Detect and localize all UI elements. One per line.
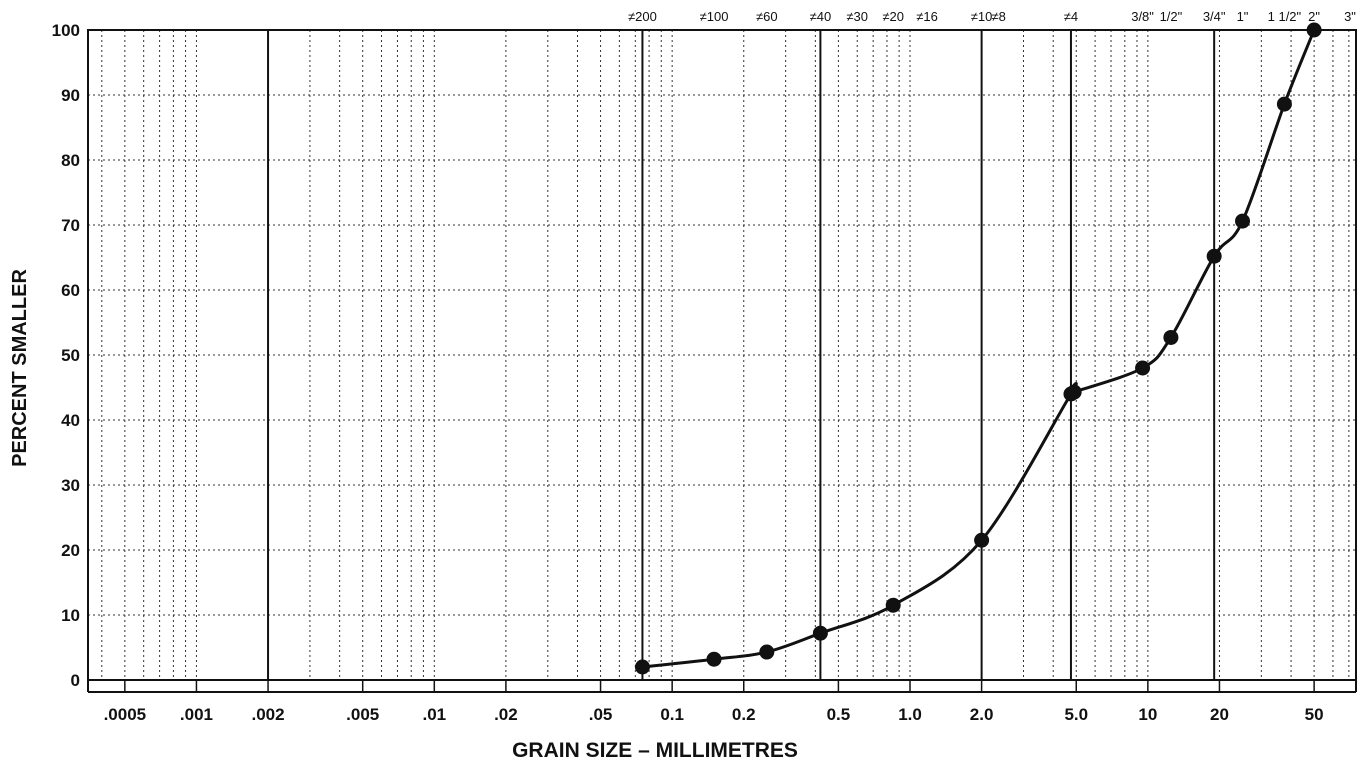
x-tick-label: 1.0 — [898, 705, 922, 724]
data-point — [1163, 329, 1179, 345]
sieve-label: 3/4" — [1203, 9, 1226, 24]
sieve-labels: ≠200 ≠100 ≠60 ≠40 ≠30 ≠20 ≠16 ≠10 ≠8 ≠4 3/8" 1/2" 3/… — [628, 9, 1356, 24]
sieve-label: 3/8" — [1131, 9, 1154, 24]
y-tick-label: 10 — [61, 606, 80, 625]
data-point — [1235, 213, 1251, 229]
sieve-label: ≠20 — [882, 9, 904, 24]
x-tick-label: .002 — [251, 705, 284, 724]
data-point — [1066, 384, 1082, 400]
sieve-label: ≠60 — [756, 9, 778, 24]
x-tick-label: 10 — [1138, 705, 1157, 724]
x-tick-label: 5.0 — [1064, 705, 1088, 724]
x-tick-label: 0.1 — [660, 705, 684, 724]
x-tick-label: .005 — [346, 705, 379, 724]
x-tick-label: 0.2 — [732, 705, 756, 724]
sieve-label: 2" — [1308, 9, 1320, 24]
y-tick-label: 60 — [61, 281, 80, 300]
sieve-label: ≠200 — [628, 9, 657, 24]
grid-layer — [88, 30, 1356, 680]
y-tick-label: 70 — [61, 216, 80, 235]
data-point — [1206, 248, 1222, 264]
data-point — [634, 659, 650, 675]
sieve-label: ≠10 — [971, 9, 993, 24]
x-tick-label: .01 — [422, 705, 446, 724]
x-tick-label: 2.0 — [970, 705, 994, 724]
sieve-label: ≠8 — [992, 9, 1006, 24]
sieve-label: 1" — [1237, 9, 1249, 24]
x-axis-title: GRAIN SIZE – MILLIMETRES — [512, 739, 798, 762]
sieve-label: 1/2" — [1160, 9, 1183, 24]
x-tick-label: 20 — [1210, 705, 1229, 724]
x-tick-label: 50 — [1305, 705, 1324, 724]
x-axis-strip — [87, 680, 1357, 693]
y-tick-label: 0 — [71, 671, 80, 690]
y-tick-label: 80 — [61, 151, 80, 170]
data-point — [706, 651, 722, 667]
sieve-label: 3" — [1344, 9, 1356, 24]
sieve-label: ≠100 — [700, 9, 729, 24]
major-lines-layer — [267, 30, 1216, 680]
sieve-label: ≠16 — [916, 9, 938, 24]
data-point — [885, 597, 901, 613]
series-layer — [634, 22, 1322, 675]
x-tick-label: 0.5 — [827, 705, 851, 724]
y-axis-title: PERCENT SMALLER — [9, 269, 31, 467]
x-tick-labels: .0005 .001 .002 .005 .01 .02 .05 0.1 0.2 0.5 1.0 2.… — [104, 705, 1324, 724]
data-point — [1135, 360, 1151, 376]
plot-frame — [87, 29, 1357, 681]
x-tick-label: .02 — [494, 705, 518, 724]
y-tick-label: 100 — [52, 21, 80, 40]
y-tick-label: 20 — [61, 541, 80, 560]
data-point — [759, 644, 775, 660]
y-tick-label: 50 — [61, 346, 80, 365]
y-tick-label: 30 — [61, 476, 80, 495]
data-point — [974, 532, 990, 548]
sieve-label: ≠30 — [846, 9, 868, 24]
data-point — [812, 625, 828, 641]
sieve-label: ≠4 — [1064, 9, 1078, 24]
x-tick-label: .0005 — [104, 705, 147, 724]
x-tick-label: .05 — [589, 705, 613, 724]
y-tick-label: 40 — [61, 411, 80, 430]
sieve-label: 1 1/2" — [1268, 9, 1302, 24]
sieve-label: ≠40 — [810, 9, 832, 24]
x-tick-label: .001 — [180, 705, 213, 724]
data-point — [1306, 22, 1322, 38]
y-tick-label: 90 — [61, 86, 80, 105]
data-point — [1276, 96, 1292, 112]
